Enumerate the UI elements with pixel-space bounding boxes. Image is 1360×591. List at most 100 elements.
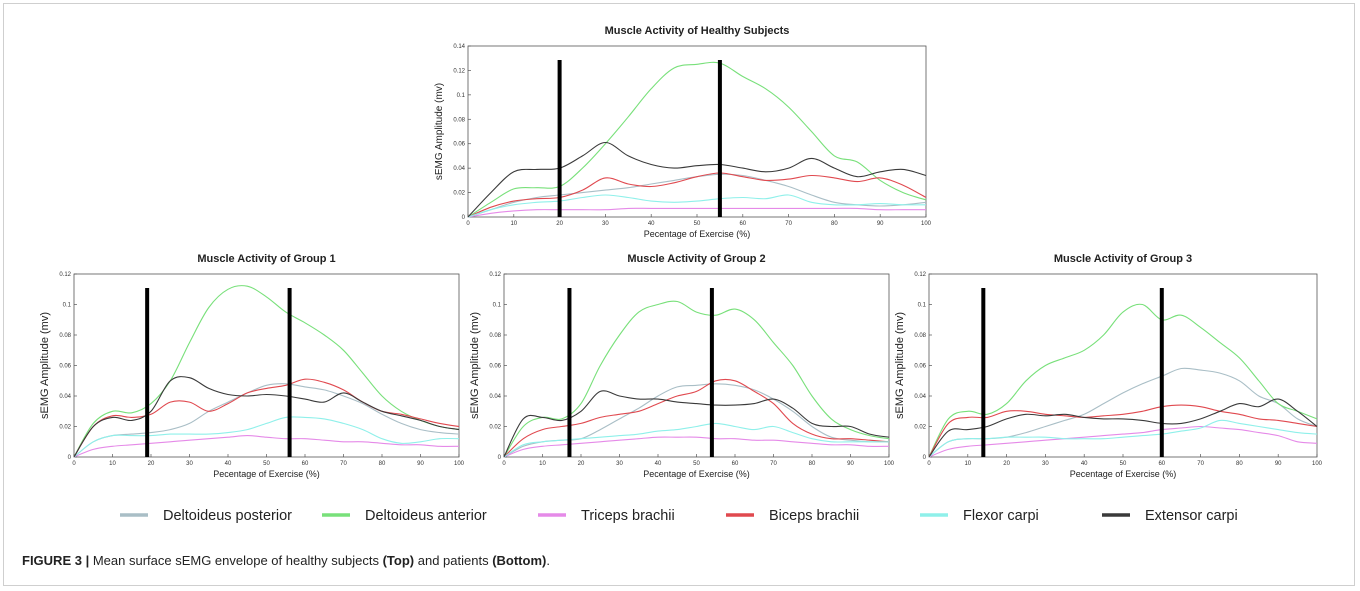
x-tick-label: 90 (1275, 461, 1282, 467)
series-line-extensor-carpi (928, 398, 1318, 458)
caption-bold-top: (Top) (382, 553, 415, 568)
figure-frame (3, 3, 1355, 586)
caption-end: . (546, 553, 550, 568)
y-tick-label: 0.08 (914, 333, 926, 339)
x-axis-label: Pecentage of Exercise (%) (213, 469, 320, 479)
x-tick-label: 50 (693, 461, 700, 467)
x-tick-label: 0 (502, 461, 506, 467)
y-tick-label: 0.06 (59, 364, 71, 370)
series-line-biceps-brachii (467, 172, 927, 218)
x-tick-label: 20 (578, 461, 585, 467)
x-tick-label: 10 (539, 461, 546, 467)
series-line-triceps-brachii (928, 425, 1318, 458)
x-tick-label: 80 (379, 461, 386, 467)
chart-2: Muscle Activity of Group 2 0 10 20 30 40 50 60 7… (469, 253, 895, 479)
chart-1: Muscle Activity of Group 1 0 10 20 30 40 50 60 7… (39, 253, 465, 479)
y-tick-label: 0.06 (489, 364, 501, 370)
x-tick-label: 50 (263, 461, 270, 467)
plot-area (503, 273, 890, 458)
x-tick-label: 100 (921, 221, 932, 227)
series-line-flexor-carpi (503, 422, 890, 458)
x-tick-label: 80 (809, 461, 816, 467)
series-line-biceps-brachii (73, 378, 460, 458)
x-axis-label: Pecentage of Exercise (%) (1070, 469, 1177, 479)
y-axis-label: sEMG Amplitude (mv) (434, 83, 445, 180)
y-tick-label: 0 (462, 215, 466, 221)
x-tick-label: 20 (148, 461, 155, 467)
y-tick-label: 0.02 (914, 425, 926, 431)
chart-title: Muscle Activity of Group 2 (627, 253, 765, 265)
x-tick-label: 100 (884, 461, 895, 467)
legend: Deltoideus posterior Deltoideus anterior T… (120, 508, 1238, 524)
series-line-triceps-brachii (73, 435, 460, 458)
x-tick-label: 30 (602, 221, 609, 227)
plot-area (928, 273, 1318, 458)
y-tick-label: 0.1 (918, 303, 927, 309)
caption-bold-bottom: (Bottom) (492, 553, 547, 568)
chart-0: Muscle Activity of Healthy Subjects 0 10 20… (434, 25, 932, 239)
x-tick-label: 90 (417, 461, 424, 467)
x-tick-label: 70 (1197, 461, 1204, 467)
chart-title: Muscle Activity of Group 1 (197, 253, 335, 265)
y-tick-label: 0.02 (59, 425, 71, 431)
x-tick-label: 50 (1120, 461, 1127, 467)
y-tick-label: 0.04 (489, 394, 501, 400)
y-tick-label: 0.04 (453, 166, 465, 172)
y-tick-label: 0.12 (489, 272, 501, 278)
series-line-extensor-carpi (503, 390, 890, 458)
x-tick-label: 10 (964, 461, 971, 467)
x-tick-label: 40 (1081, 461, 1088, 467)
legend-label: Deltoideus anterior (365, 508, 487, 524)
x-tick-label: 90 (877, 221, 884, 227)
legend-label: Biceps brachii (769, 508, 859, 524)
x-tick-label: 40 (225, 461, 232, 467)
legend-label: Triceps brachii (581, 508, 675, 524)
x-tick-label: 40 (655, 461, 662, 467)
x-tick-label: 100 (1312, 461, 1323, 467)
plot-area (73, 273, 460, 458)
y-tick-label: 0.06 (453, 142, 465, 148)
series-line-extensor-carpi (467, 141, 927, 218)
y-tick-label: 0.08 (59, 333, 71, 339)
x-tick-label: 10 (109, 461, 116, 467)
x-tick-label: 40 (648, 221, 655, 227)
y-tick-label: 0.04 (59, 394, 71, 400)
y-tick-label: 0.1 (457, 93, 466, 99)
x-tick-label: 0 (466, 221, 470, 227)
y-tick-label: 0.04 (914, 394, 926, 400)
caption-label: FIGURE 3 | (22, 553, 90, 568)
chart-title: Muscle Activity of Group 3 (1054, 253, 1192, 265)
y-tick-label: 0.1 (493, 303, 502, 309)
series-line-deltoideus-posterior (73, 383, 460, 458)
y-axis-label: sEMG Amplitude (mv) (894, 312, 906, 419)
x-tick-label: 0 (927, 461, 931, 467)
y-tick-label: 0.02 (453, 191, 465, 197)
x-tick-label: 30 (616, 461, 623, 467)
x-tick-label: 70 (770, 461, 777, 467)
caption-text-1: Mean surface sEMG envelope of healthy su… (92, 553, 383, 568)
series-line-deltoideus-anterior (503, 300, 890, 458)
figure-caption: FIGURE 3 | Mean surface sEMG envelope of… (22, 553, 550, 568)
y-tick-label: 0.12 (914, 272, 926, 278)
series-line-extensor-carpi (73, 376, 460, 458)
y-tick-label: 0.08 (453, 117, 465, 123)
series-line-flexor-carpi (467, 194, 927, 218)
y-tick-label: 0.1 (63, 303, 72, 309)
x-tick-label: 30 (186, 461, 193, 467)
y-tick-label: 0.08 (489, 333, 501, 339)
chart-title: Muscle Activity of Healthy Subjects (605, 25, 790, 37)
x-tick-label: 50 (694, 221, 701, 227)
series-line-biceps-brachii (928, 404, 1318, 458)
x-axis-label: Pecentage of Exercise (%) (643, 469, 750, 479)
series-line-deltoideus-anterior (928, 303, 1318, 458)
x-tick-label: 60 (739, 221, 746, 227)
series-line-triceps-brachii (467, 207, 926, 218)
y-tick-label: 0 (923, 455, 927, 461)
x-tick-label: 10 (510, 221, 517, 227)
y-tick-label: 0.06 (914, 364, 926, 370)
x-axis-label: Pecentage of Exercise (%) (644, 229, 751, 239)
x-tick-label: 100 (454, 461, 465, 467)
legend-label: Flexor carpi (963, 508, 1039, 524)
x-tick-label: 80 (1236, 461, 1243, 467)
